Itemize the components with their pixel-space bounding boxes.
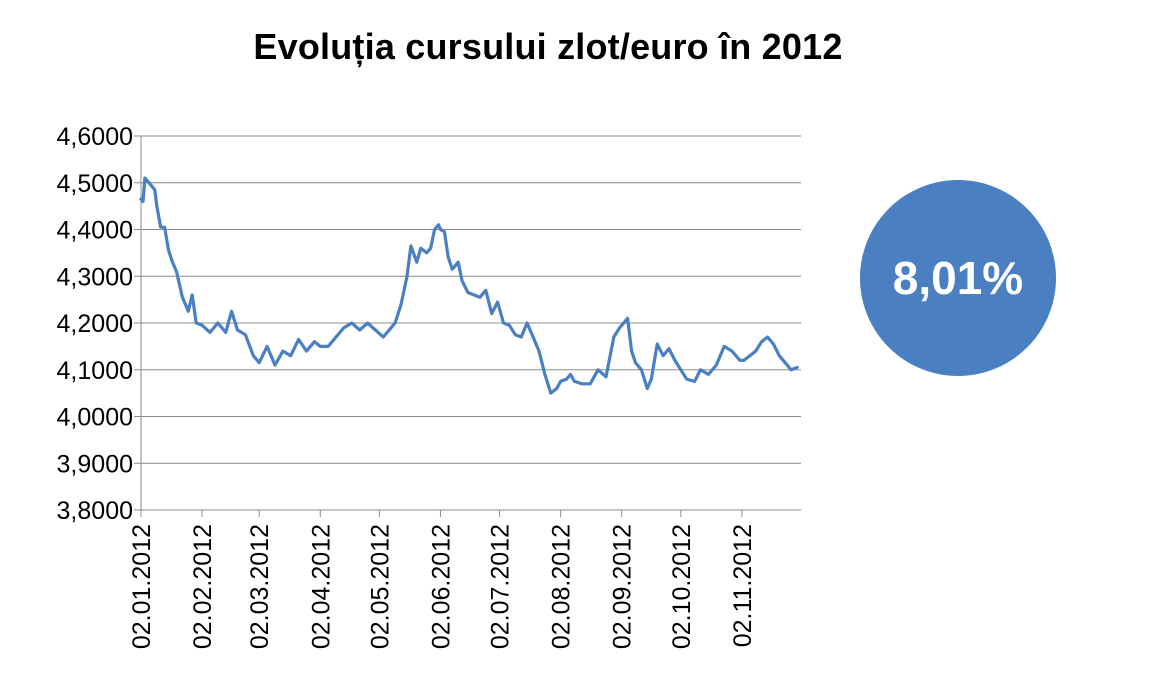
series-group [139, 176, 799, 395]
x-tick-label: 02.07.2012 [487, 524, 515, 649]
y-tick-label: 4,0000 [57, 404, 133, 432]
y-tick-label: 4,1000 [57, 357, 133, 385]
y-tick-label: 4,2000 [57, 310, 133, 338]
x-tick-label: 02.01.2012 [128, 524, 156, 649]
y-tick-label: 4,5000 [57, 170, 133, 198]
percent-badge: 8,01% [860, 180, 1056, 376]
x-tick-label: 02.05.2012 [366, 524, 394, 649]
y-tick-label: 4,4000 [57, 217, 133, 245]
y-tick-label: 4,3000 [57, 263, 133, 291]
x-tick-labels: 02.01.2012 02.02.2012 02.03.2012 02.04.2012… [128, 524, 757, 649]
series-line [139, 176, 799, 395]
x-tick-label: 02.06.2012 [427, 524, 455, 649]
x-tick-label: 02.08.2012 [548, 524, 576, 649]
x-tick-label: 02.10.2012 [668, 524, 696, 649]
x-tick-label: 02.02.2012 [189, 524, 217, 649]
y-tick-label: 3,8000 [57, 497, 133, 525]
y-tick-label: 4,6000 [57, 123, 133, 151]
x-tick-label: 02.04.2012 [307, 524, 335, 649]
x-tick-label: 02.03.2012 [246, 524, 274, 649]
chart-title: Evoluția cursului zlot/euro în 2012 [253, 26, 843, 67]
x-tick-label: 02.09.2012 [609, 524, 637, 649]
grid-lines [134, 135, 801, 511]
axes [140, 136, 801, 517]
percent-badge-text: 8,01% [892, 252, 1024, 304]
y-tick-labels: 3,8000 3,9000 4,0000 4,1000 4,2000 4,3000 4,40… [57, 123, 133, 525]
x-tick-label: 02.11.2012 [729, 524, 757, 647]
y-tick-label: 3,9000 [57, 450, 133, 478]
